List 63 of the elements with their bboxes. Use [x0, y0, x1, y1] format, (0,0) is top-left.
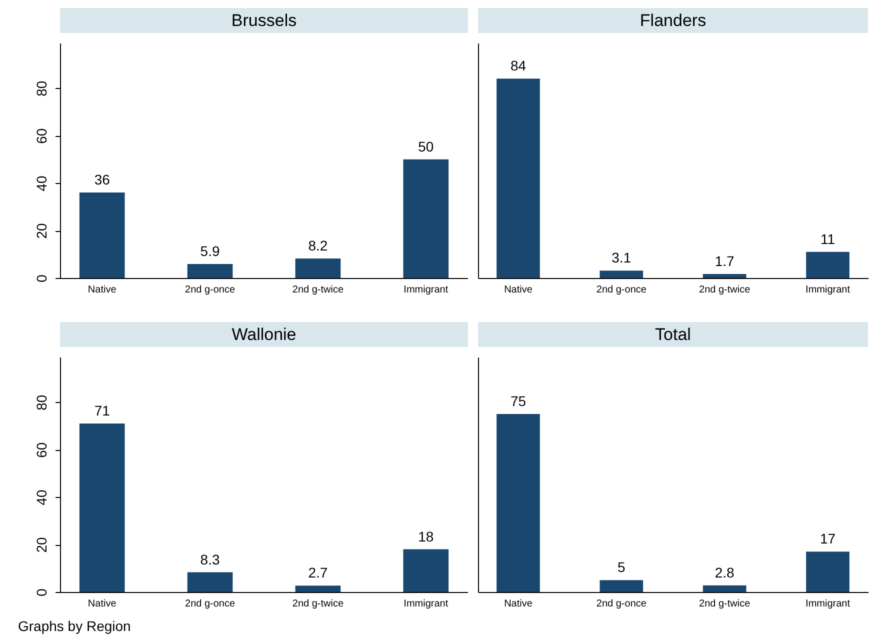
bar	[702, 274, 746, 278]
y-tick-label: 40	[34, 176, 50, 192]
data-label: 36	[94, 172, 110, 188]
x-tick-label: 2nd g-once	[596, 598, 647, 610]
x-tick-label: Native	[504, 284, 533, 296]
data-label: 8.2	[308, 238, 328, 254]
bar	[403, 549, 449, 592]
chart-title: Total	[478, 322, 868, 347]
y-tick-label: 40	[34, 490, 50, 506]
data-label: 2.7	[308, 564, 328, 581]
data-label: 3.1	[612, 250, 632, 266]
data-label: 11	[820, 230, 836, 247]
bar	[496, 414, 540, 592]
data-label: 2.8	[714, 564, 735, 580]
x-tick-label: 2nd g-twice	[292, 598, 344, 610]
data-label: 8.3	[200, 551, 220, 568]
chart-title: Brussels	[60, 8, 468, 33]
data-label: 5	[618, 559, 626, 576]
bar	[600, 580, 644, 592]
x-tick-label: 2nd g-once	[185, 284, 236, 296]
x-tick-label: Immigrant	[404, 284, 448, 296]
chart-title: Flanders	[478, 8, 868, 33]
bar	[79, 423, 125, 592]
text: Graphs by Region	[18, 618, 131, 634]
data-label: 1.7	[714, 252, 735, 269]
y-tick-label: 0	[34, 274, 50, 282]
y-tick-label: 80	[34, 394, 50, 410]
y-tick-label: 20	[34, 223, 50, 239]
bar	[295, 586, 341, 592]
x-tick-label: 2nd g-twice	[699, 598, 751, 610]
x-tick-label: 2nd g-once	[185, 598, 236, 610]
bar	[295, 258, 341, 278]
x-tick-label: Native	[504, 598, 533, 610]
bar	[403, 159, 449, 278]
y-tick-label: 80	[34, 80, 50, 96]
x-tick-label: 2nd g-twice	[292, 284, 344, 296]
bar	[806, 552, 850, 592]
data-label: 5.9	[200, 242, 220, 259]
y-tick-label: 60	[34, 128, 50, 144]
x-tick-label: 2nd g-once	[596, 284, 647, 296]
bar	[806, 252, 850, 278]
bar	[187, 264, 233, 278]
y-tick-label: 0	[34, 588, 50, 596]
x-tick-label: Native	[88, 284, 117, 296]
bar	[600, 270, 644, 278]
y-tick-label: 60	[34, 442, 50, 458]
chart-title: Wallonie	[60, 322, 468, 347]
bar	[187, 572, 233, 592]
bar	[79, 192, 125, 278]
data-label: 71	[94, 402, 110, 418]
x-tick-label: Immigrant	[404, 598, 448, 610]
bar	[702, 585, 746, 592]
x-tick-label: Immigrant	[806, 598, 850, 610]
data-label: 17	[820, 530, 836, 547]
x-tick-label: Immigrant	[806, 284, 850, 296]
data-label: 75	[510, 392, 526, 409]
x-tick-label: 2nd g-twice	[699, 284, 751, 296]
bar	[496, 78, 540, 278]
data-label: 50	[418, 138, 434, 154]
y-tick-label: 20	[34, 537, 50, 553]
data-label: 84	[510, 58, 526, 74]
data-label: 18	[418, 528, 434, 544]
x-tick-label: Native	[88, 598, 117, 610]
